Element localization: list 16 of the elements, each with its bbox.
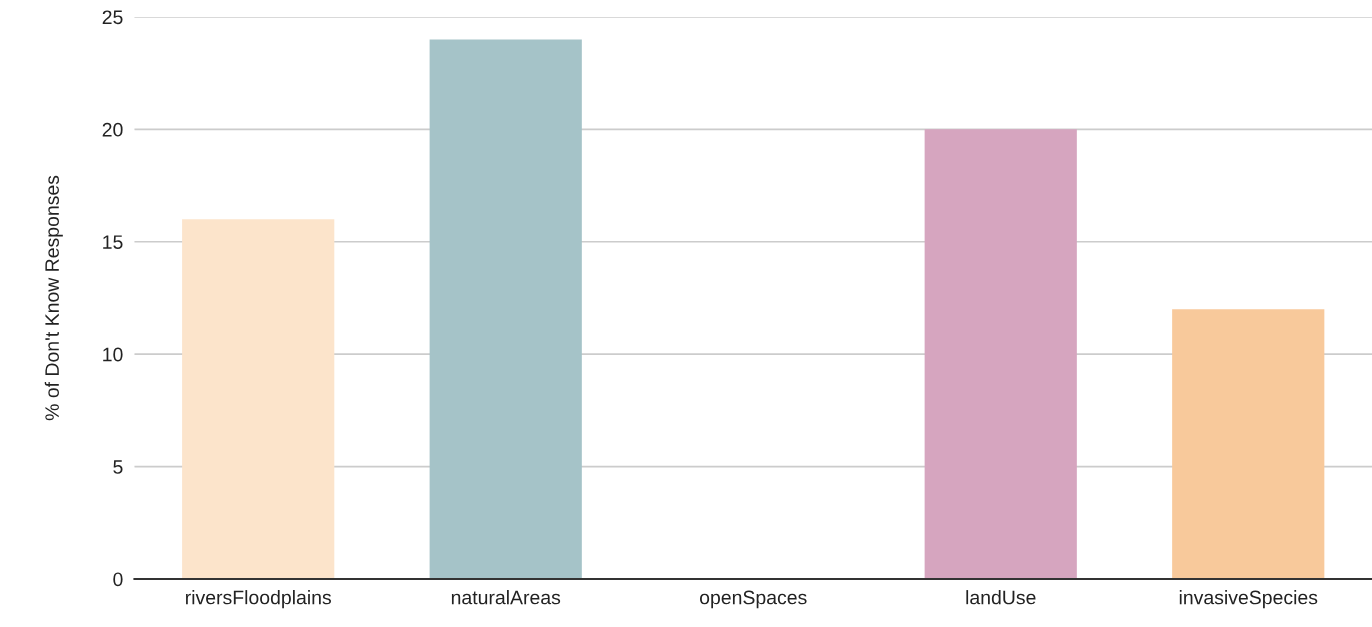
y-tick-label: 15 xyxy=(103,235,123,249)
y-tick-label: 20 xyxy=(102,122,123,137)
x-tick-label: openSpaces xyxy=(699,590,807,609)
x-tick-label: landUse xyxy=(966,590,1036,605)
bar xyxy=(924,129,1077,579)
y-tick-label: 10 xyxy=(103,347,123,362)
bar xyxy=(429,39,582,579)
x-tick-label: riversFloodplains xyxy=(186,590,331,609)
bar xyxy=(1172,309,1325,579)
y-axis-title: % of Don't Know Responses xyxy=(44,175,63,421)
x-tick-label: invasiveSpecies xyxy=(1179,590,1318,609)
bar xyxy=(182,219,335,579)
y-tick-label: 0 xyxy=(113,572,123,587)
y-tick-label: 25 xyxy=(102,10,123,25)
x-tick-label: naturalAreas xyxy=(451,590,561,605)
y-tick-label: 5 xyxy=(113,460,123,474)
